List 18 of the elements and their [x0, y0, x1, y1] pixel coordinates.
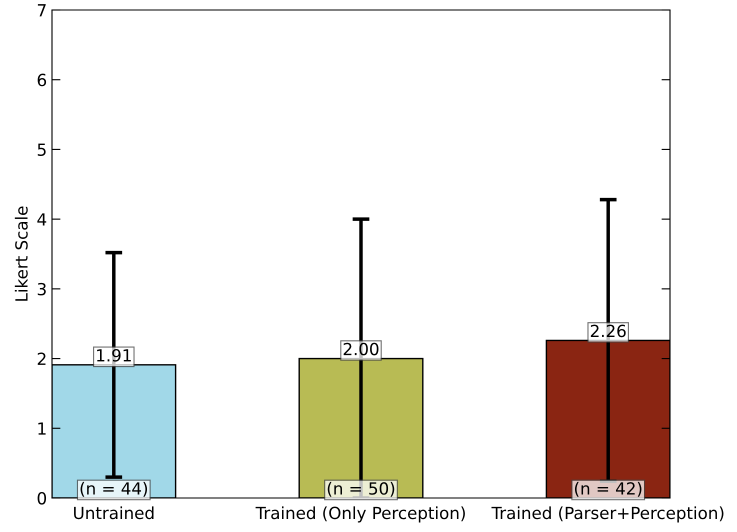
annotation: (n = 42) — [574, 482, 642, 497]
y-tick-label: 5 — [38, 144, 46, 156]
annotation: (n = 50) — [328, 482, 394, 497]
x-tick-label: Untrained — [74, 506, 154, 520]
y-tick-label: 4 — [37, 213, 46, 226]
x-tick-label: Trained (Only Perception) — [256, 506, 465, 522]
data-label: 2.26 — [590, 324, 626, 338]
y-tick-label: 7 — [38, 4, 46, 16]
data-label: 2.00 — [344, 342, 378, 356]
annotation: (n = 44) — [80, 482, 148, 497]
y-tick-label: 0 — [38, 492, 46, 505]
y-axis-title: Likert Scale — [14, 206, 28, 301]
x-tick-label: Trained (Parser+Perception) — [491, 506, 724, 522]
data-label: 1.91 — [97, 349, 131, 362]
y-tick-label: 2 — [38, 352, 46, 365]
y-tick-label: 3 — [38, 282, 46, 296]
y-tick-label: 6 — [38, 74, 46, 86]
y-tick-label: 1 — [38, 422, 46, 435]
